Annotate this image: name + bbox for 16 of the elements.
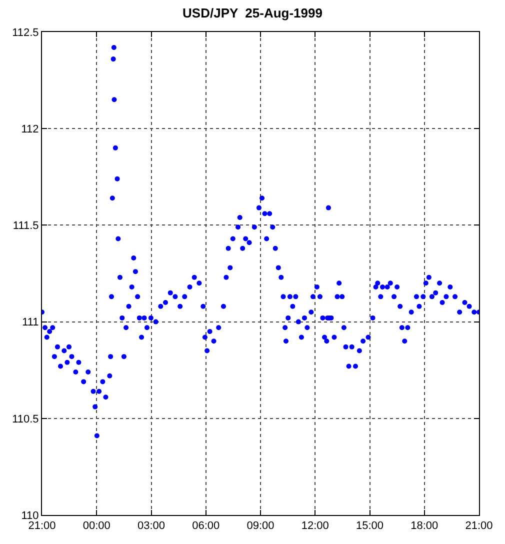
y-tick-label: 111 [22,316,39,329]
x-tick-label: 06:00 [192,520,220,532]
x-tick-label: 21:00 [28,520,56,532]
chart-title: USD/JPY 25-Aug-1999 [182,5,322,20]
x-tick-label: 12:00 [301,520,329,532]
y-tick-label: 110.5 [12,413,39,426]
x-tick-label: 21:00 [465,520,493,532]
x-tick-label: 09:00 [246,520,274,532]
x-tick-label: 15:00 [356,520,384,532]
x-tick-label: 18:00 [410,520,438,532]
x-tick-label: 00:00 [82,520,110,532]
y-tick-label: 112.5 [12,26,39,39]
y-tick-label: 111.5 [12,220,39,232]
y-tick-label: 112 [21,123,39,136]
y-tick-label: 110 [21,510,39,522]
x-tick-label: 03:00 [137,520,166,532]
